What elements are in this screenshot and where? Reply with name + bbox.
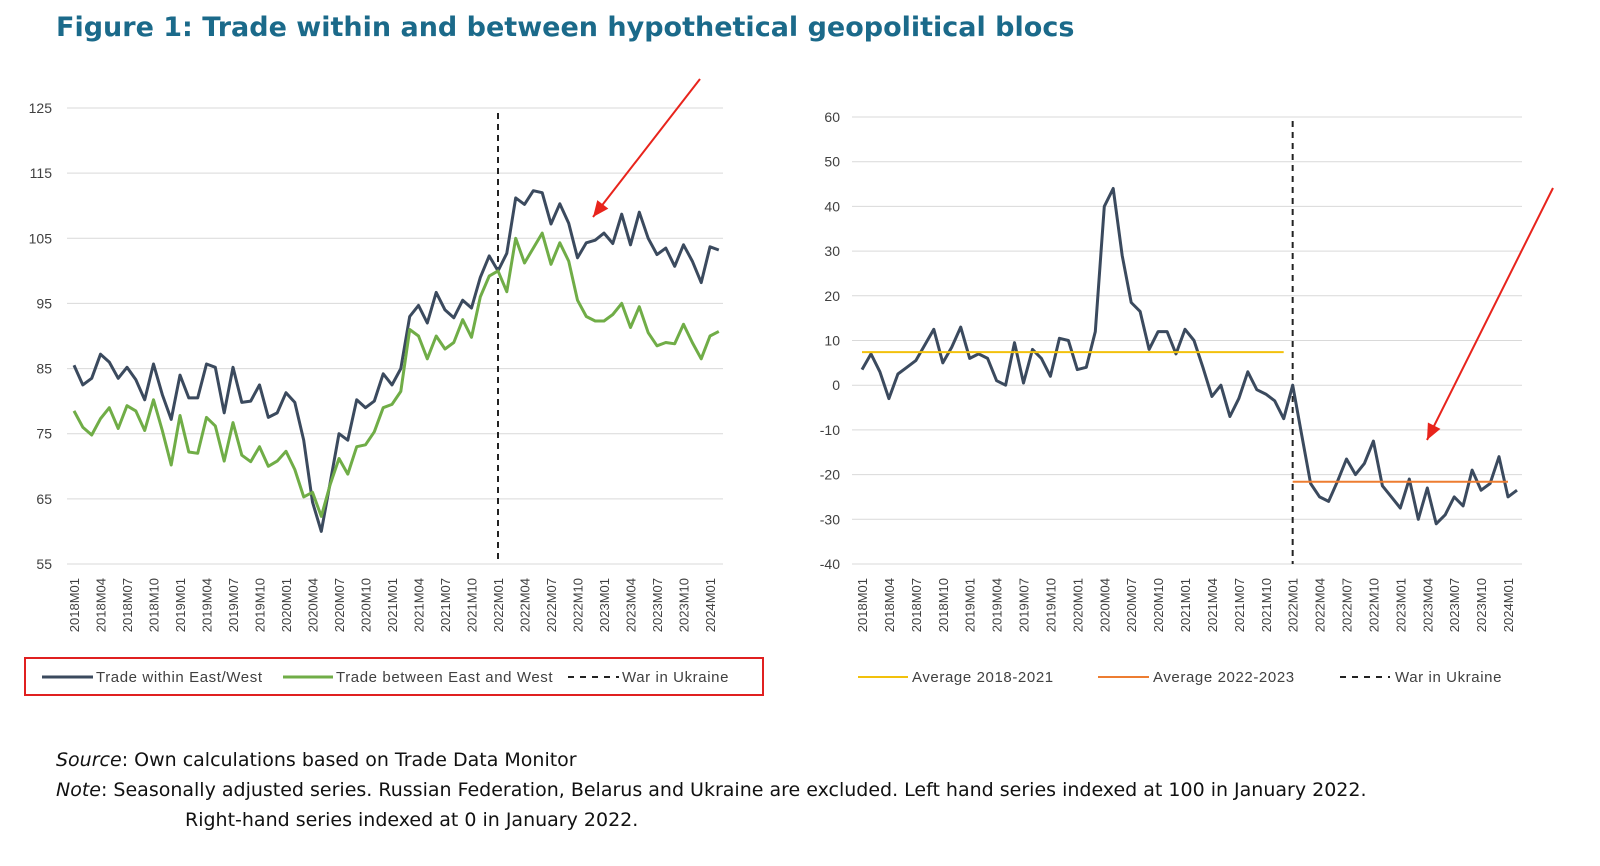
y-tick-label: 30 — [824, 243, 840, 259]
x-tick-label: 2020M01 — [279, 578, 294, 632]
legend-label: Average 2022-2023 — [1153, 669, 1295, 686]
x-tick-label: 2021M07 — [438, 578, 453, 632]
x-tick-label: 2018M07 — [120, 578, 135, 632]
figure-title: Figure 1: Trade within and between hypot… — [56, 12, 1075, 43]
y-tick-label: 40 — [824, 198, 840, 214]
x-tick-label: 2021M04 — [412, 578, 427, 632]
x-tick-label: 2020M10 — [1151, 578, 1166, 632]
y-tick-label: 20 — [824, 288, 840, 304]
x-tick-label: 2021M07 — [1232, 578, 1247, 632]
x-tick-label: 2018M07 — [909, 578, 924, 632]
x-tick-label: 2023M04 — [624, 578, 639, 632]
x-tick-label: 2018M10 — [936, 578, 951, 632]
x-tick-label: 2023M07 — [1447, 578, 1462, 632]
y-tick-label: -40 — [820, 556, 840, 572]
annotation-arrow-left-head — [593, 200, 609, 217]
series-line-index — [860, 187, 1518, 526]
x-tick-label: 2022M01 — [491, 578, 506, 632]
note-label: Note — [56, 779, 101, 801]
y-tick-label: 125 — [29, 100, 53, 116]
x-tick-label: 2022M10 — [1366, 578, 1381, 632]
note-line-2: Right-hand series indexed at 0 in Januar… — [185, 809, 639, 831]
y-tick-label: 10 — [824, 333, 840, 349]
annotation-arrow-right-head — [1427, 422, 1441, 440]
x-tick-label: 2022M04 — [518, 578, 533, 632]
y-tick-label: -20 — [820, 467, 840, 483]
series-line-trade-between-east-and-west — [72, 231, 720, 518]
x-tick-label: 2023M01 — [597, 578, 612, 632]
x-tick-label: 2020M04 — [306, 578, 321, 632]
x-tick-label: 2019M07 — [1017, 578, 1032, 632]
x-tick-label: 2018M10 — [147, 578, 162, 632]
x-tick-label: 2021M01 — [1178, 578, 1193, 632]
x-tick-label: 2019M10 — [253, 578, 268, 632]
y-tick-label: 55 — [36, 556, 52, 572]
series-line-trade-within-east-west — [72, 189, 720, 533]
y-tick-label: 85 — [36, 361, 52, 377]
x-tick-label: 2018M04 — [882, 578, 897, 632]
x-tick-label: 2018M01 — [855, 578, 870, 632]
x-tick-label: 2021M01 — [385, 578, 400, 632]
x-tick-label: 2022M07 — [544, 578, 559, 632]
x-tick-label: 2018M04 — [94, 578, 109, 632]
x-tick-label: 2024M01 — [703, 578, 718, 632]
legend-label: Trade between East and West — [336, 669, 553, 686]
x-tick-label: 2018M01 — [67, 578, 82, 632]
source-label: Source — [56, 749, 122, 771]
x-tick-label: 2021M04 — [1205, 578, 1220, 632]
note-text: : Seasonally adjusted series. Russian Fe… — [100, 779, 1367, 801]
x-tick-label: 2020M04 — [1097, 578, 1112, 632]
legend-label: Trade within East/West — [96, 669, 263, 686]
x-tick-label: 2021M10 — [465, 578, 480, 632]
y-tick-label: 95 — [36, 295, 52, 311]
y-tick-label: 65 — [36, 491, 52, 507]
x-tick-label: 2020M01 — [1070, 578, 1085, 632]
x-tick-label: 2019M04 — [990, 578, 1005, 632]
figure-notes: Source: Own calculations based on Trade … — [56, 745, 1367, 835]
x-tick-label: 2022M01 — [1286, 578, 1301, 632]
x-tick-label: 2019M01 — [173, 578, 188, 632]
annotation-arrow-left-shaft — [592, 78, 701, 218]
y-tick-label: 115 — [30, 165, 53, 181]
note-line: Note: Seasonally adjusted series. Russia… — [56, 775, 1367, 805]
legend-label: Average 2018-2021 — [912, 669, 1054, 686]
x-tick-label: 2024M01 — [1501, 578, 1516, 632]
source-line: Source: Own calculations based on Trade … — [56, 745, 1367, 775]
x-tick-label: 2023M10 — [1474, 578, 1489, 632]
legend-highlight-box — [24, 657, 764, 696]
x-tick-label: 2021M10 — [1259, 578, 1274, 632]
y-tick-label: -30 — [820, 511, 840, 527]
x-tick-label: 2022M10 — [571, 578, 586, 632]
x-tick-label: 2019M04 — [200, 578, 215, 632]
x-tick-label: 2019M07 — [226, 578, 241, 632]
annotation-arrow-right-shaft — [1426, 187, 1554, 441]
x-tick-label: 2022M04 — [1313, 578, 1328, 632]
y-tick-label: 105 — [29, 230, 53, 246]
x-tick-label: 2020M07 — [332, 578, 347, 632]
x-tick-label: 2022M07 — [1340, 578, 1355, 632]
x-tick-label: 2023M07 — [650, 578, 665, 632]
legend-label: War in Ukraine — [1395, 669, 1502, 686]
y-tick-label: -10 — [820, 422, 840, 438]
y-tick-label: 75 — [36, 426, 52, 442]
x-tick-label: 2020M07 — [1124, 578, 1139, 632]
y-tick-label: 0 — [832, 377, 840, 393]
x-tick-label: 2023M04 — [1420, 578, 1435, 632]
x-tick-label: 2023M01 — [1393, 578, 1408, 632]
source-text: : Own calculations based on Trade Data M… — [121, 749, 577, 771]
x-tick-label: 2019M10 — [1043, 578, 1058, 632]
x-tick-label: 2020M10 — [359, 578, 374, 632]
legend-label: War in Ukraine — [622, 669, 729, 686]
y-tick-label: 60 — [824, 109, 840, 125]
x-tick-label: 2023M10 — [677, 578, 692, 632]
y-tick-label: 50 — [824, 154, 840, 170]
x-tick-label: 2019M01 — [963, 578, 978, 632]
